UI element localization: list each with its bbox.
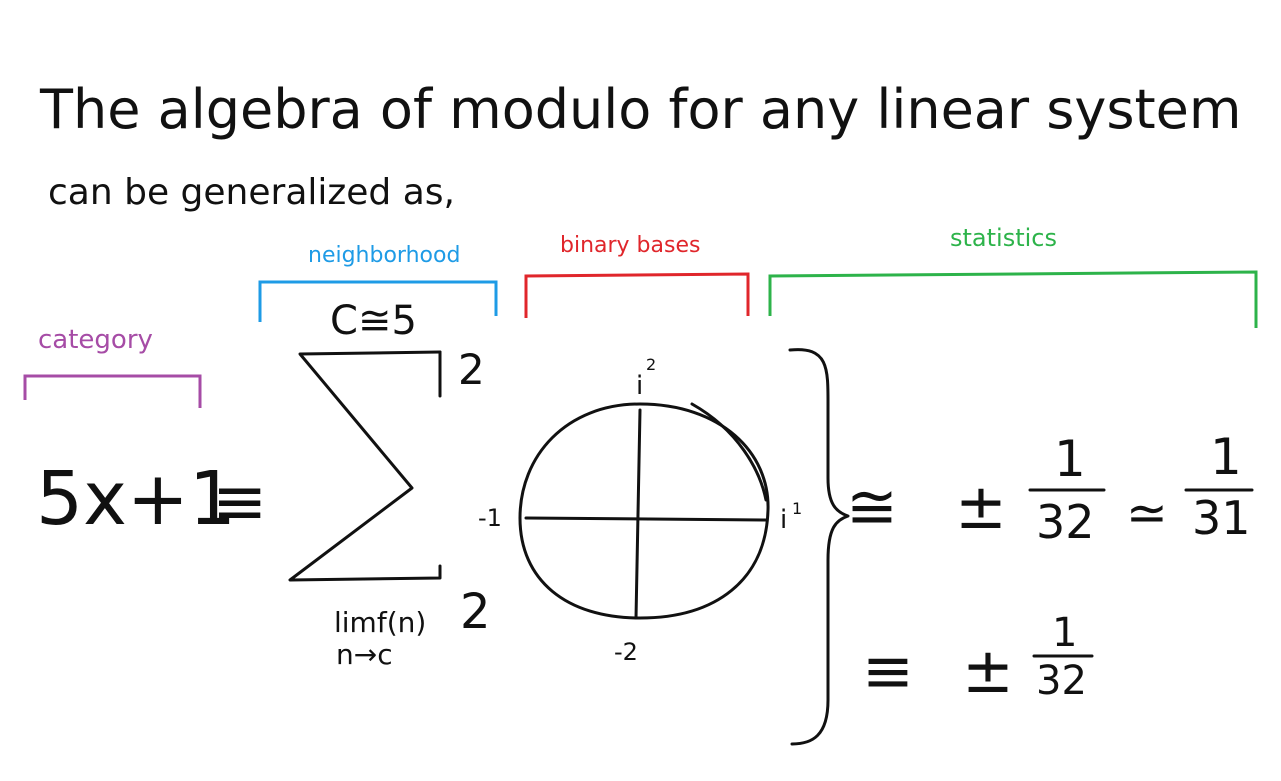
binary-bases-label: binary bases: [560, 233, 700, 258]
curly-brace-icon: [790, 350, 848, 744]
frac3-denominator: 32: [1036, 658, 1087, 704]
circle-bottom-label: -2: [614, 638, 638, 666]
horizontal-axis: [526, 518, 766, 520]
equiv-sign-2: ≡: [862, 634, 914, 707]
sigma-icon: [290, 352, 440, 580]
heading-line-1: The algebra of modulo for any linear sys…: [39, 78, 1241, 141]
statistics-bracket: [770, 272, 1256, 328]
lim-expression: limf(n): [334, 606, 426, 639]
frac3-numerator: 1: [1052, 610, 1077, 656]
sum-upper-index: C≅5: [330, 298, 417, 344]
approx-sign-2: ≃: [1126, 484, 1168, 542]
equation-lhs: 5x+1: [36, 456, 236, 542]
circle-right-label: i: [780, 505, 787, 535]
category-bracket: [25, 376, 200, 408]
frac1-denominator: 32: [1036, 495, 1095, 549]
vertical-axis: [636, 410, 640, 618]
plus-minus-1: ±: [955, 470, 1007, 543]
circle-top-label: i: [636, 371, 643, 401]
circle-right-exponent: 1: [792, 499, 802, 518]
circle-top-exponent: 2: [646, 355, 656, 374]
heading-line-2: can be generalized as,: [48, 172, 455, 213]
sum-upper-limit: 2: [458, 345, 485, 394]
frac2-numerator: 1: [1210, 428, 1242, 486]
binary-bases-bracket: [526, 274, 748, 318]
equiv-sign: ≡: [212, 463, 267, 540]
statistics-label: statistics: [950, 224, 1057, 252]
frac2-denominator: 31: [1192, 491, 1251, 545]
frac1-numerator: 1: [1054, 430, 1086, 488]
sum-lower-limit: 2: [460, 584, 491, 640]
circle-left-label: -1: [478, 504, 502, 532]
plus-minus-2: ±: [962, 634, 1014, 707]
neighborhood-label: neighborhood: [308, 243, 460, 268]
lim-subscript: n→c: [336, 638, 393, 671]
circle-overstroke: [692, 404, 766, 500]
category-label: category: [38, 325, 153, 355]
approx-sign: ≅: [846, 470, 898, 543]
